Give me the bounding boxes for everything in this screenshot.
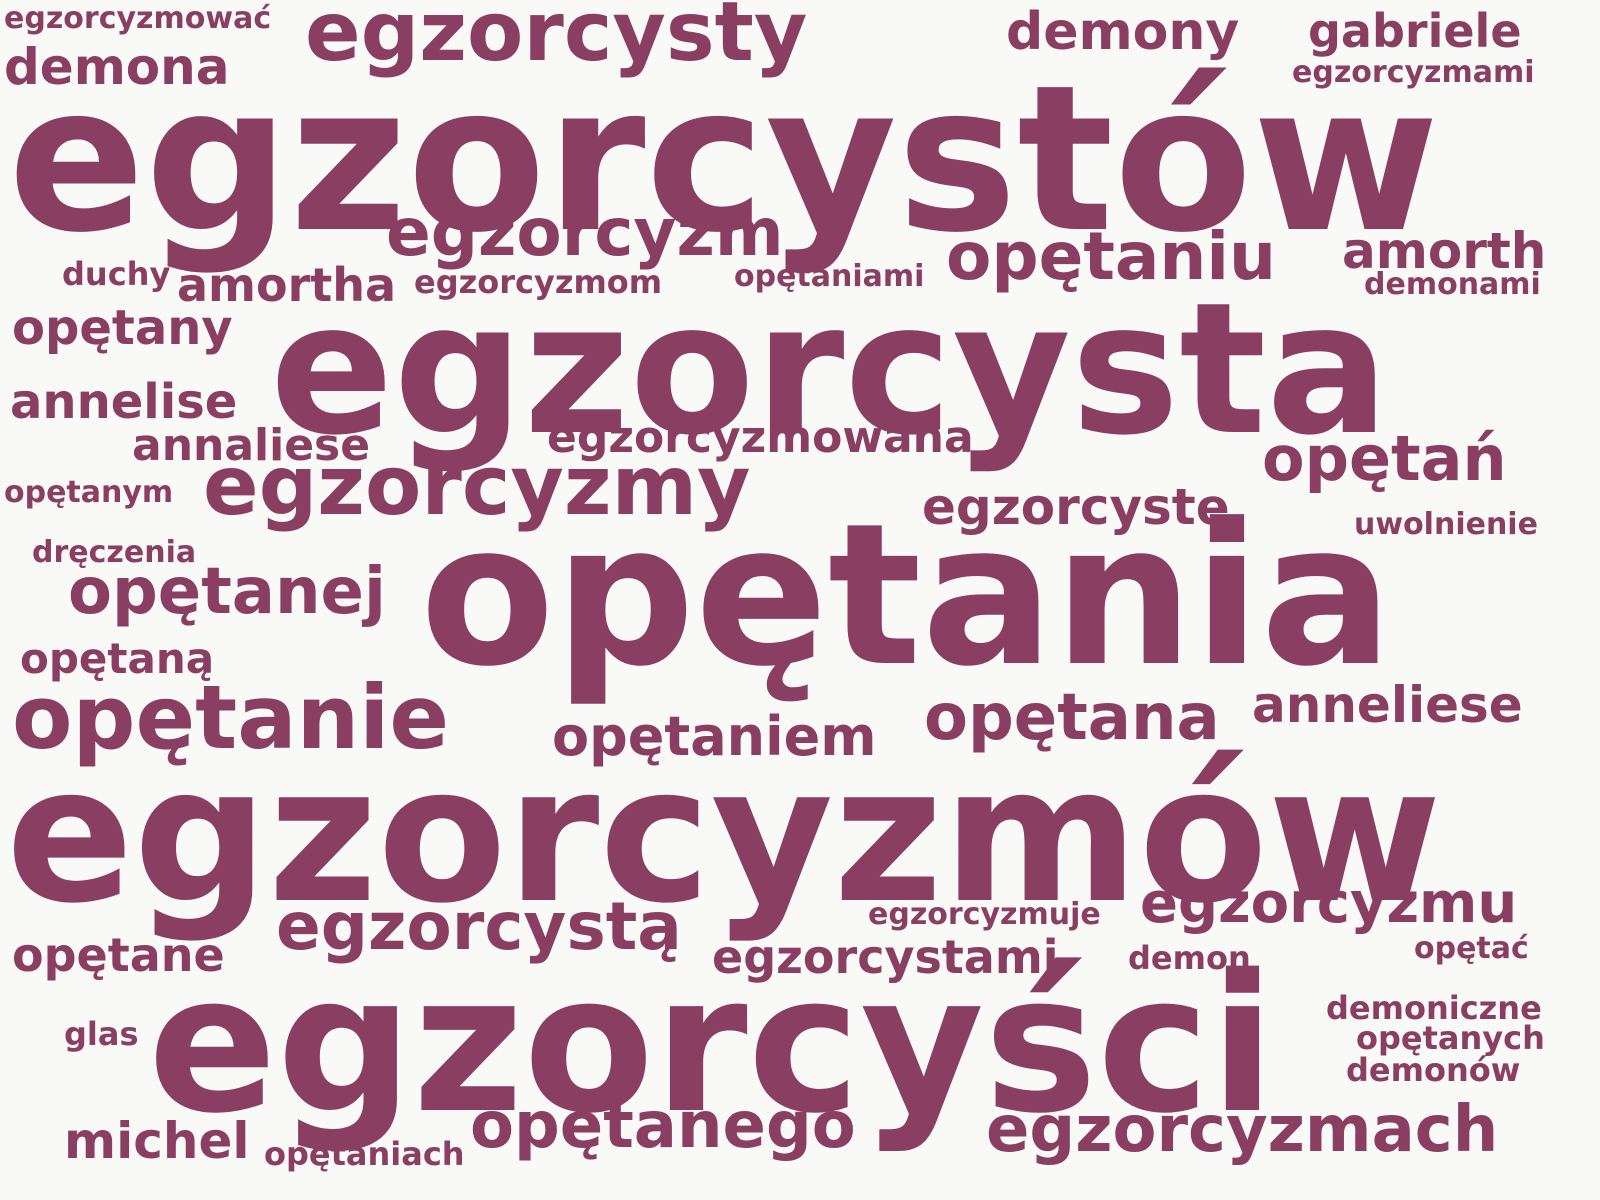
cloud-word: egzorcyzmy — [203, 439, 751, 534]
cloud-word: michel — [64, 1112, 250, 1170]
cloud-word: amorth — [1342, 222, 1547, 280]
cloud-word: egzorcyzmować — [4, 1, 272, 36]
cloud-word: egzorcyzmom — [414, 263, 663, 301]
cloud-word: egzorcyści — [148, 934, 1276, 1155]
cloud-word: opętane — [12, 928, 225, 982]
cloud-word: opętanym — [4, 475, 174, 510]
cloud-word: egzorcyzmu — [1140, 871, 1518, 936]
cloud-word: opętać — [1414, 931, 1529, 966]
cloud-word: opętaniach — [264, 1135, 465, 1173]
cloud-word: demonami — [1364, 267, 1541, 302]
cloud-word: demoniczne — [1326, 989, 1542, 1027]
cloud-word: opętanych — [1356, 1019, 1545, 1057]
cloud-word: demona — [4, 38, 230, 96]
cloud-word: demony — [1006, 2, 1240, 62]
cloud-word: opętany — [12, 300, 233, 356]
cloud-word: egzorcystów — [8, 41, 1440, 277]
cloud-word: annelise — [10, 374, 238, 430]
cloud-word: annaliese — [132, 420, 371, 471]
cloud-word: opętanie — [12, 666, 450, 769]
cloud-word: amortha — [177, 258, 397, 312]
cloud-word: opętaniu — [946, 218, 1277, 295]
cloud-word: egzorcyzmów — [6, 726, 1442, 945]
cloud-word: gabriele — [1308, 4, 1522, 58]
cloud-word: egzorcyzm — [386, 194, 784, 271]
cloud-word: demon — [1128, 939, 1251, 977]
cloud-word: egzorcystę — [922, 478, 1230, 536]
cloud-word: egzorcyzmach — [986, 1093, 1499, 1167]
cloud-word: uwolnienie — [1354, 507, 1538, 542]
cloud-word: egzorcystą — [276, 888, 682, 965]
cloud-word: egzorcysty — [305, 0, 808, 80]
cloud-word: opętanego — [470, 1089, 856, 1163]
cloud-word: egzorcysta — [270, 263, 1390, 475]
cloud-word: duchy — [62, 255, 171, 293]
cloud-word: demonów — [1346, 1051, 1521, 1089]
cloud-word: opętaniami — [734, 259, 925, 294]
cloud-word: opętaniem — [552, 705, 877, 768]
cloud-word: egzorcystami — [712, 930, 1059, 984]
cloud-word: anneliese — [1252, 676, 1523, 734]
cloud-word: opętana — [924, 681, 1220, 755]
cloud-word: opętaną — [20, 634, 215, 683]
cloud-word: opętania — [420, 482, 1393, 710]
cloud-word: glas — [64, 1015, 139, 1053]
cloud-word: dręczenia — [32, 535, 197, 570]
cloud-word: egzorcyzmuje — [868, 897, 1101, 932]
cloud-word: opętań — [1262, 422, 1507, 495]
cloud-word: egzorcyzmami — [1292, 55, 1535, 90]
cloud-word: opętanej — [68, 555, 386, 629]
cloud-word: egzorcyzmowana — [547, 412, 974, 463]
